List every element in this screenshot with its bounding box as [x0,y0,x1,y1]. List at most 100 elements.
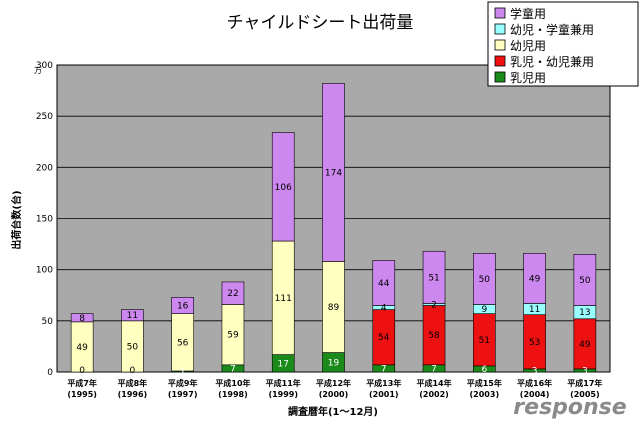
y-tick-label: 150 [36,215,53,225]
bar-segment [473,252,496,305]
bar-segment [422,250,446,304]
x-tick-label: (2003) [470,390,500,399]
data-label: 44 [378,279,390,289]
data-label: 19 [328,358,340,368]
x-tick-label: (2004) [520,390,550,399]
data-label: 3 [582,366,588,376]
data-label: 111 [275,294,292,304]
x-axis-categories: 平成7年 (1995) 平成8年 (1996) 平成9年 (1997) 平成10年 (1998… [67,378,602,399]
legend-label: 幼児用 [510,39,546,53]
data-label: 16 [177,301,189,311]
data-label: 13 [579,308,590,318]
legend-box [487,1,639,87]
x-tick-label: (2005) [570,390,600,399]
x-tick-label: (2002) [419,390,449,399]
data-label: 4 [381,304,387,314]
x-tick-label: 平成10年 [215,378,250,388]
data-label: 0 [130,366,136,376]
legend-swatch [494,39,506,51]
bars [70,83,597,373]
data-labels: 0498050111561675922171111061989174754444… [76,168,590,377]
data-label: 2 [431,300,437,310]
bar-segment [573,254,597,306]
data-label: 89 [328,303,340,313]
data-label: 50 [479,275,491,285]
x-tick-label: (2000) [319,390,349,399]
data-label: 49 [76,343,88,353]
y-tick-label: 200 [36,163,53,173]
legend-label: 乳児用 [510,71,546,85]
x-axis-label: 調査暦年(1～12月) [288,405,378,418]
data-label: 106 [275,183,292,193]
data-label: 59 [227,331,239,341]
x-tick-label: 平成17年 [567,378,602,388]
x-tick-label: (1999) [268,390,298,399]
data-label: 49 [579,340,591,350]
bar-segment [271,132,295,242]
data-label: 50 [579,276,591,286]
x-tick-label: (1998) [218,390,248,399]
data-label: 49 [529,274,541,284]
x-tick-label: 平成15年 [467,378,502,388]
x-tick-label: 平成14年 [416,378,451,388]
data-label: 17 [278,359,289,369]
data-label: 51 [479,336,490,346]
data-label: 1 [180,367,186,377]
y-tick-label: 250 [36,112,53,122]
data-label: 56 [177,338,189,348]
legend-swatch [494,55,506,67]
data-label: 50 [127,342,139,352]
legend-label: 学童用 [510,6,546,21]
x-tick-label: (1996) [118,390,148,399]
y-axis-label: 出荷台数(台) [10,190,23,249]
data-label: 7 [230,364,236,374]
bar-segment [70,313,94,323]
x-tick-label: 平成12年 [316,378,351,388]
data-label: 53 [529,338,540,348]
bar-segment [322,83,345,262]
y-axis-ticks: 0 50 100 150 200 250 300 [36,61,53,378]
bar-segment [523,252,546,304]
legend-swatch [494,7,506,19]
bar-segment [171,296,194,314]
legend-label: 乳児・幼児兼用 [510,55,594,69]
y-tick-label: 50 [42,317,54,327]
legend-swatch [494,71,506,83]
x-tick-label: 平成13年 [366,378,401,388]
data-label: 22 [227,289,238,299]
x-tick-label: (1995) [67,390,97,399]
data-label: 3 [532,366,538,376]
data-label: 7 [431,364,437,374]
data-label: 58 [428,331,440,341]
x-tick-label: 平成7年 [67,378,97,388]
x-tick-label: 平成16年 [517,378,552,388]
x-tick-label: 平成9年 [168,378,198,388]
x-tick-label: 平成11年 [266,378,301,388]
x-tick-label: (2001) [369,390,399,399]
data-label: 11 [529,305,540,315]
x-tick-label: (1997) [168,390,198,399]
data-label: 174 [325,168,342,178]
y-tick-label: 100 [36,266,53,276]
data-label: 0 [79,366,85,376]
data-label: 9 [481,305,487,315]
chart-title: チャイルドシート出荷量 [227,13,414,33]
data-label: 6 [481,365,487,375]
legend-swatch [494,23,506,35]
x-tick-label: 平成8年 [118,378,148,388]
data-label: 8 [79,314,85,324]
data-label: 54 [378,333,390,343]
bar-segment [221,281,245,305]
y-tick-label: 0 [47,368,53,378]
bar-segment [121,309,144,322]
y-unit: 万 [34,66,42,75]
data-label: 11 [127,311,138,321]
bar-segment [372,260,396,306]
watermark: response [513,395,626,420]
y-tick-label: 300 [36,61,53,71]
legend-label: 幼児・学童兼用 [510,22,594,37]
data-label: 51 [428,273,439,283]
data-label: 7 [381,364,387,374]
